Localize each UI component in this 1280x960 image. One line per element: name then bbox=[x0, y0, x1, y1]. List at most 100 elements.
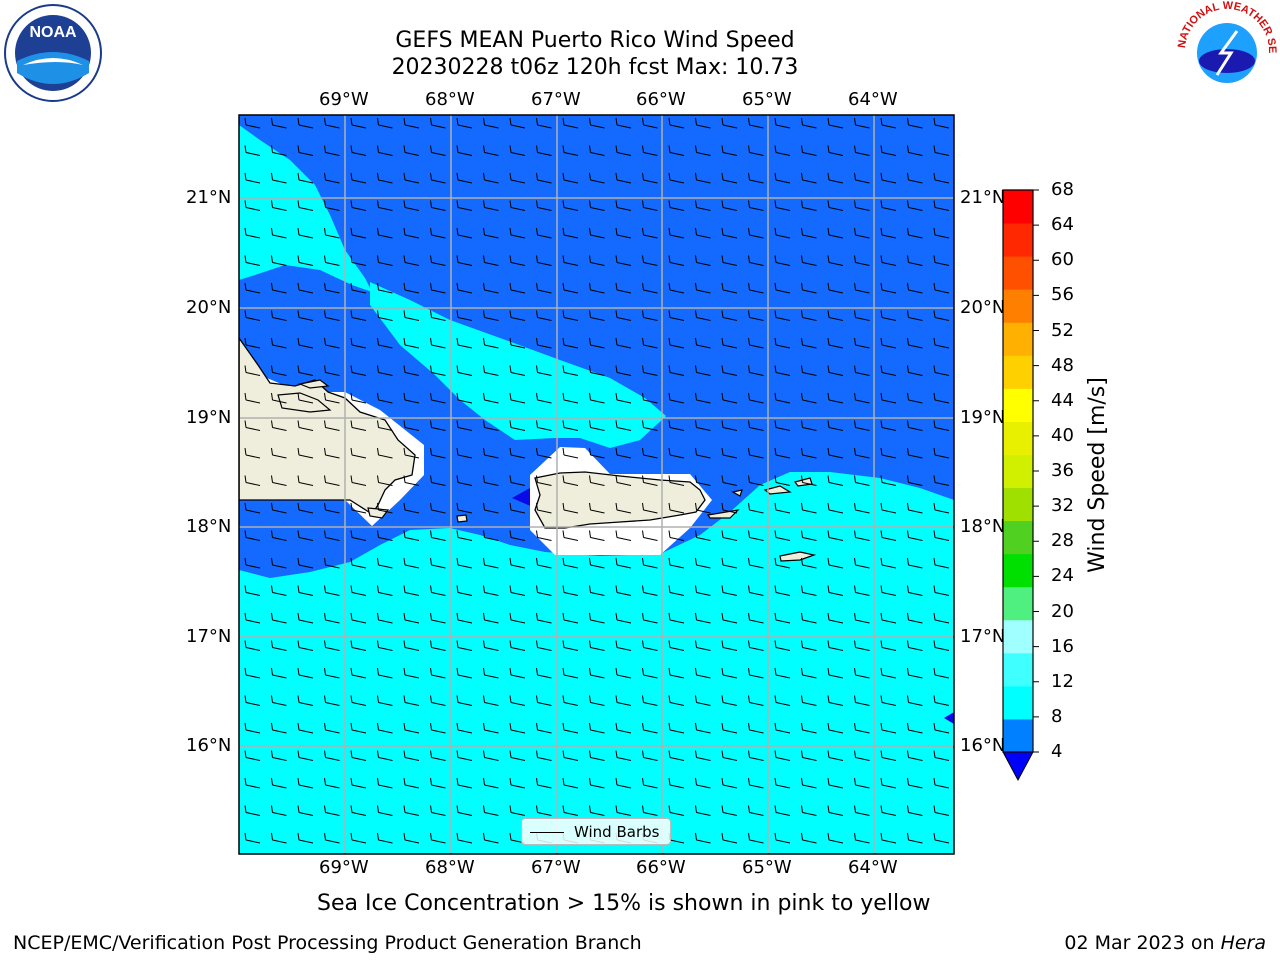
wind-barb bbox=[562, 805, 579, 816]
wind-barb bbox=[509, 447, 526, 459]
colorbar-tick-label: 8 bbox=[1051, 705, 1063, 727]
wind-barb bbox=[456, 777, 473, 789]
wind-barb bbox=[562, 475, 579, 486]
wind-barb bbox=[536, 365, 552, 376]
wind-barb bbox=[774, 722, 791, 734]
wind-barb bbox=[907, 447, 923, 459]
colorbar-tick-label: 52 bbox=[1051, 319, 1074, 341]
wind-barb bbox=[801, 255, 817, 266]
wind-barb bbox=[695, 365, 711, 376]
wind-barb bbox=[801, 585, 817, 596]
wind-barb bbox=[668, 777, 685, 789]
wind-barb bbox=[509, 502, 526, 514]
wind-barb bbox=[297, 200, 314, 211]
wind-barb bbox=[297, 475, 314, 486]
wind-barb bbox=[430, 200, 446, 211]
wind-barb bbox=[509, 640, 526, 651]
wind-barb bbox=[483, 475, 499, 486]
wind-barb bbox=[350, 777, 367, 789]
wind-barb bbox=[907, 117, 923, 129]
wind-barb bbox=[801, 282, 817, 294]
wind-barb bbox=[483, 667, 499, 679]
wind-barb bbox=[297, 832, 314, 844]
wind-barb bbox=[483, 447, 499, 459]
colorbar-segment bbox=[1003, 718, 1033, 753]
wind-barb bbox=[536, 145, 552, 156]
wind-barb bbox=[430, 777, 446, 789]
wind-barb bbox=[854, 200, 870, 211]
wind-barb bbox=[880, 502, 897, 514]
wind-barb bbox=[430, 557, 446, 569]
wind-barb bbox=[907, 420, 923, 431]
wind-barb bbox=[933, 447, 950, 459]
wind-barb bbox=[244, 805, 261, 816]
wind-barb bbox=[668, 200, 685, 211]
wind-barb bbox=[695, 557, 711, 569]
wind-barb bbox=[536, 750, 552, 761]
bottom-lon-label: 68°W bbox=[425, 857, 475, 878]
wind-barb bbox=[324, 805, 340, 816]
wind-barb bbox=[324, 227, 340, 239]
wind-barb bbox=[748, 640, 764, 651]
wind-barb bbox=[562, 365, 579, 376]
wind-barb bbox=[774, 255, 791, 266]
wind-barb bbox=[589, 145, 605, 156]
wind-barb bbox=[509, 200, 526, 211]
wind-barb bbox=[483, 365, 499, 376]
wind-barb bbox=[324, 502, 340, 514]
wind-barb bbox=[748, 805, 764, 816]
wind-barb bbox=[271, 612, 287, 624]
wind-barb bbox=[880, 365, 897, 376]
wind-barb bbox=[748, 475, 764, 486]
wind-barb bbox=[589, 420, 605, 431]
wind-barb bbox=[695, 200, 711, 211]
wind-barb bbox=[801, 337, 817, 349]
wind-barb bbox=[324, 667, 340, 679]
left-lat-label: 20°N bbox=[186, 297, 232, 318]
wind-barb bbox=[748, 255, 764, 266]
wind-barb bbox=[880, 777, 897, 789]
wind-barb bbox=[430, 227, 446, 239]
wind-barb bbox=[350, 640, 367, 651]
wind-barb bbox=[403, 475, 420, 486]
wind-barb bbox=[589, 392, 605, 404]
colorbar-segment bbox=[1003, 685, 1033, 720]
colorbar-segment bbox=[1003, 652, 1033, 687]
wind-barb bbox=[615, 145, 632, 156]
wind-barb bbox=[271, 750, 287, 761]
wind-barb bbox=[721, 612, 738, 624]
wind-barb bbox=[430, 832, 446, 844]
wind-barb bbox=[801, 832, 817, 844]
wind-barb bbox=[721, 502, 738, 514]
wind-barb bbox=[297, 722, 314, 734]
wind-barb bbox=[880, 805, 897, 816]
wind-barb bbox=[642, 475, 658, 486]
wind-barb bbox=[271, 667, 287, 679]
wind-barb bbox=[907, 282, 923, 294]
wind-barb bbox=[324, 640, 340, 651]
wind-barb bbox=[403, 172, 420, 184]
wind-barb bbox=[430, 612, 446, 624]
wind-barb bbox=[350, 475, 367, 486]
wind-barb bbox=[695, 255, 711, 266]
wind-barb bbox=[536, 392, 552, 404]
wind-barb bbox=[854, 585, 870, 596]
wind-barb bbox=[615, 310, 632, 321]
wind-barb bbox=[403, 695, 420, 706]
wind-barb bbox=[854, 337, 870, 349]
wind-barb bbox=[244, 172, 261, 184]
wind-barb bbox=[668, 502, 685, 514]
wind-barb bbox=[271, 530, 287, 541]
wind-barb bbox=[748, 722, 764, 734]
wind-barb bbox=[642, 557, 658, 569]
wind-barb bbox=[668, 475, 685, 486]
wind-barb bbox=[774, 530, 791, 541]
wind-barb bbox=[668, 530, 685, 541]
wind-barb bbox=[827, 695, 844, 706]
wind-barb bbox=[933, 805, 950, 816]
colorbar-tick-label: 60 bbox=[1051, 249, 1074, 271]
wind-barb bbox=[589, 750, 605, 761]
contour-under-4 bbox=[512, 488, 535, 508]
wind-barb bbox=[721, 420, 738, 431]
